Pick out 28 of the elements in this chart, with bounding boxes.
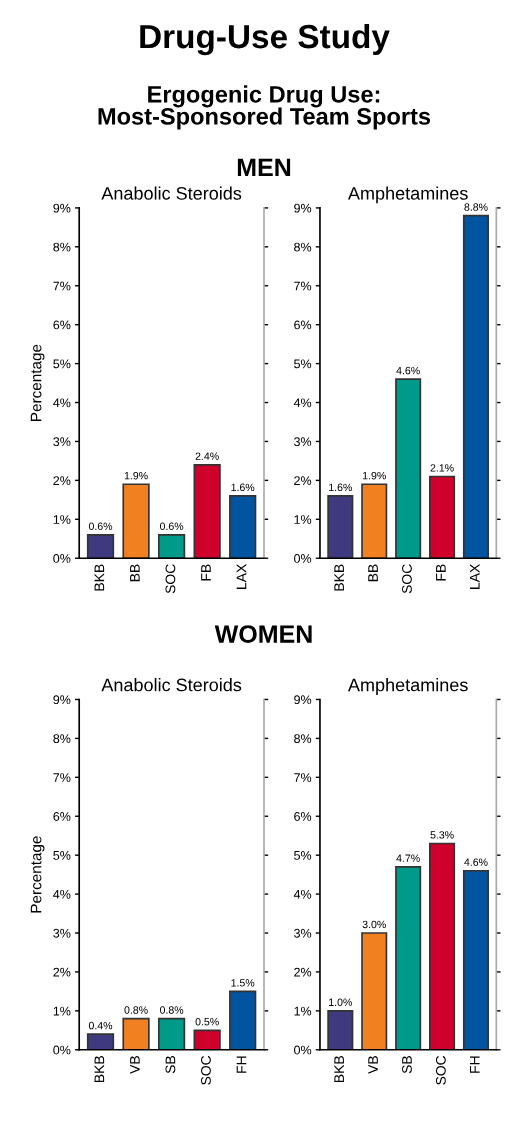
bar [229,495,257,559]
bar [157,534,186,559]
bar [462,214,490,559]
bar [122,483,150,559]
bar [157,1017,186,1050]
bar [395,378,422,559]
chart-title: Anabolic Steroids [101,678,242,692]
text: Ergogenic Drug Use: Most-Sponsored Team Sports [98,85,431,130]
chart-title: Amphetamines [347,678,468,695]
bar [395,866,422,1050]
bar [462,869,490,1050]
bar [361,932,388,1050]
bar [193,463,221,559]
bar [327,1010,354,1050]
bar [429,475,456,559]
bar [229,990,257,1050]
bar [193,1029,221,1050]
text: MEN [237,158,291,176]
bar [122,1017,150,1050]
chart-title: Anabolic Steroids [101,186,242,200]
bar [86,1033,115,1050]
text: WOMEN [214,625,312,643]
bar [86,534,115,559]
chart-title: Amphetamines [347,186,468,204]
text: Drug-Use Study [140,23,390,56]
bar [361,483,388,559]
bar [429,842,456,1050]
bar [327,495,354,559]
